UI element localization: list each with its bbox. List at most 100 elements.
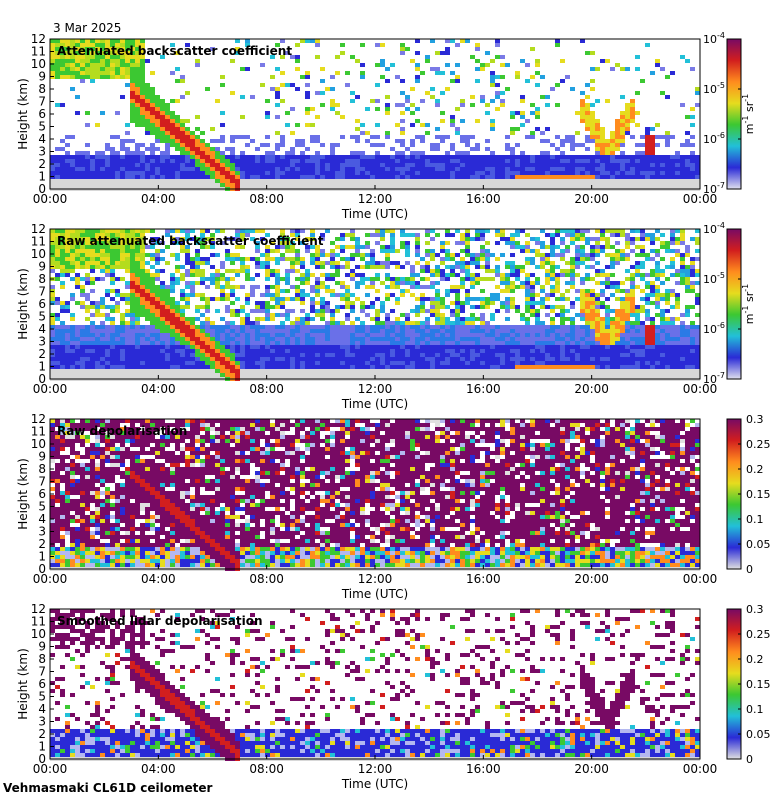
heatmap-cell — [180, 183, 185, 187]
heatmap-cell — [270, 273, 275, 277]
heatmap-cell — [315, 329, 320, 333]
heatmap-cell — [550, 155, 555, 159]
heatmap-cell — [495, 171, 500, 175]
heatmap-cell — [590, 175, 595, 179]
heatmap-cell — [130, 107, 135, 111]
heatmap-cell — [510, 115, 515, 119]
heatmap-cell — [145, 107, 150, 111]
heatmap-cell — [275, 337, 280, 341]
heatmap-cell — [525, 167, 530, 171]
heatmap-cell — [215, 341, 220, 345]
heatmap-cell — [295, 373, 300, 377]
heatmap-cell — [405, 337, 410, 341]
heatmap-cell — [60, 163, 65, 167]
heatmap-cell — [90, 333, 95, 337]
heatmap-cell — [155, 345, 160, 349]
heatmap-cell — [455, 241, 460, 245]
heatmap-cell — [695, 87, 700, 91]
heatmap-cell — [280, 241, 285, 245]
heatmap-cell — [465, 39, 470, 43]
heatmap-cell — [225, 183, 230, 187]
heatmap-cell — [370, 179, 375, 183]
heatmap-cell — [115, 175, 120, 179]
heatmap-cell — [510, 361, 515, 365]
heatmap-cell — [500, 155, 505, 159]
heatmap-cell — [265, 341, 270, 345]
heatmap-cell — [600, 155, 605, 159]
heatmap-cell — [85, 261, 90, 265]
heatmap-cell — [435, 281, 440, 285]
heatmap-cell — [130, 171, 135, 175]
heatmap-cell — [460, 183, 465, 187]
heatmap-cell — [485, 349, 490, 353]
heatmap-cell — [325, 171, 330, 175]
heatmap-cell — [200, 357, 205, 361]
heatmap-cell — [135, 361, 140, 365]
heatmap-cell — [215, 297, 220, 301]
heatmap-cell — [165, 135, 170, 139]
heatmap-cell — [195, 179, 200, 183]
heatmap-cell — [75, 59, 80, 63]
heatmap-cell — [415, 159, 420, 163]
heatmap-cell — [420, 365, 425, 369]
heatmap-cell — [640, 175, 645, 179]
heatmap-cell — [250, 183, 255, 187]
heatmap-cell — [175, 79, 180, 83]
heatmap-cell — [525, 79, 530, 83]
heatmap-cell — [115, 345, 120, 349]
heatmap-cell — [105, 75, 110, 79]
heatmap-cell — [490, 59, 495, 63]
heatmap-cell — [170, 333, 175, 337]
heatmap-cell — [80, 175, 85, 179]
heatmap-cell — [225, 297, 230, 301]
heatmap-cell — [340, 249, 345, 253]
heatmap-cell — [545, 167, 550, 171]
heatmap-cell — [360, 257, 365, 261]
heatmap-cell — [355, 337, 360, 341]
heatmap-cell — [345, 301, 350, 305]
heatmap-cell — [120, 179, 125, 183]
y-tick-label: 6 — [38, 107, 46, 121]
heatmap-cell — [550, 183, 555, 187]
heatmap-cell — [90, 159, 95, 163]
heatmap-cell — [180, 337, 185, 341]
heatmap-cell — [210, 369, 215, 373]
heatmap-cell — [435, 333, 440, 337]
heatmap-cell — [95, 229, 100, 233]
heatmap-cell — [170, 337, 175, 341]
heatmap-cell — [300, 337, 305, 341]
heatmap-cell — [265, 179, 270, 183]
heatmap-cell — [75, 265, 80, 269]
heatmap-cell — [70, 365, 75, 369]
heatmap-cell — [570, 179, 575, 183]
heatmap-cell — [180, 119, 185, 123]
heatmap-cell — [230, 59, 235, 63]
heatmap-cell — [265, 373, 270, 377]
heatmap-cell — [410, 179, 415, 183]
heatmap-cell — [300, 261, 305, 265]
heatmap-cell — [215, 99, 220, 103]
heatmap-cell — [300, 257, 305, 261]
heatmap-cell — [345, 297, 350, 301]
heatmap-cell — [65, 245, 70, 249]
heatmap-cell — [95, 163, 100, 167]
heatmap-cell — [80, 249, 85, 253]
heatmap-cell — [315, 245, 320, 249]
heatmap-cell — [375, 313, 380, 317]
heatmap-cell — [625, 175, 630, 179]
heatmap-cell — [640, 159, 645, 163]
heatmap-cell — [175, 329, 180, 333]
heatmap-cell — [250, 349, 255, 353]
heatmap-cell — [330, 253, 335, 257]
heatmap-cell — [300, 139, 305, 143]
heatmap-cell — [130, 257, 135, 261]
x-tick-label: 04:00 — [141, 192, 176, 206]
heatmap-cell — [160, 321, 165, 325]
heatmap-cell — [465, 245, 470, 249]
heatmap-cell — [255, 273, 260, 277]
heatmap-cell — [320, 67, 325, 71]
heatmap-cell — [55, 183, 60, 187]
heatmap-cell — [605, 179, 610, 183]
heatmap-cell — [495, 357, 500, 361]
heatmap-cell — [660, 135, 665, 139]
